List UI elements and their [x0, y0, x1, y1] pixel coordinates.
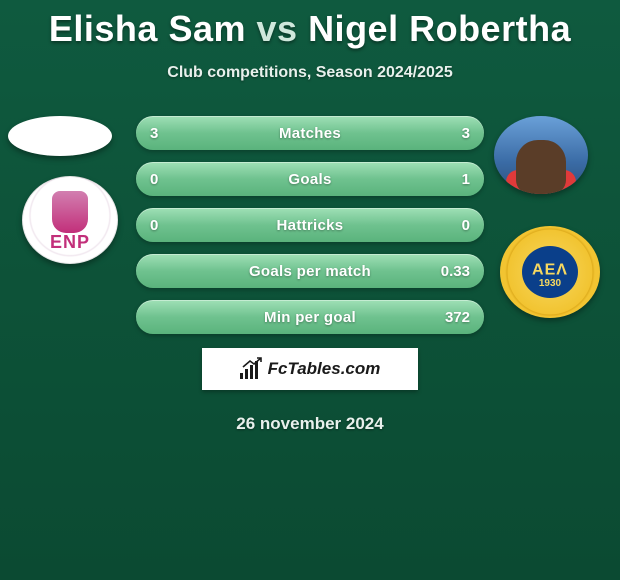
bar-chart-icon: [240, 359, 264, 379]
player1-club-badge: [22, 176, 118, 264]
player1-name: Elisha Sam: [49, 8, 246, 49]
brand-label: FcTables.com: [268, 359, 381, 379]
stat-row-matches: 3 Matches 3: [136, 116, 484, 150]
stat-row-goals-per-match: Goals per match 0.33: [136, 254, 484, 288]
stat-label: Goals: [288, 171, 331, 188]
stat-left-value: 0: [150, 171, 190, 188]
stat-label: Matches: [279, 125, 341, 142]
stat-right-value: 0.33: [430, 263, 470, 280]
stat-row-min-per-goal: Min per goal 372: [136, 300, 484, 334]
stats-area: 1930 3 Matches 3 0 Goals 1 0 Hattricks 0…: [0, 116, 620, 334]
stat-label: Goals per match: [249, 263, 371, 280]
stat-row-hattricks: 0 Hattricks 0: [136, 208, 484, 242]
club-right-year: 1930: [539, 278, 561, 289]
player2-photo: [494, 116, 588, 194]
comparison-date: 26 november 2024: [0, 414, 620, 434]
stat-right-value: 1: [430, 171, 470, 188]
stat-right-value: 372: [430, 309, 470, 326]
vs-separator: vs: [257, 8, 298, 49]
season-subtitle: Club competitions, Season 2024/2025: [0, 64, 620, 82]
comparison-title: Elisha Sam vs Nigel Robertha: [0, 0, 620, 50]
stat-row-goals: 0 Goals 1: [136, 162, 484, 196]
player2-club-badge: 1930: [500, 226, 600, 318]
stat-right-value: 0: [430, 217, 470, 234]
brand-box[interactable]: FcTables.com: [202, 348, 418, 390]
stat-label: Hattricks: [277, 217, 344, 234]
stat-label: Min per goal: [264, 309, 356, 326]
stat-right-value: 3: [430, 125, 470, 142]
player2-name: Nigel Robertha: [308, 8, 571, 49]
stat-left-value: 0: [150, 217, 190, 234]
stat-left-value: 3: [150, 125, 190, 142]
player1-photo: [8, 116, 112, 156]
